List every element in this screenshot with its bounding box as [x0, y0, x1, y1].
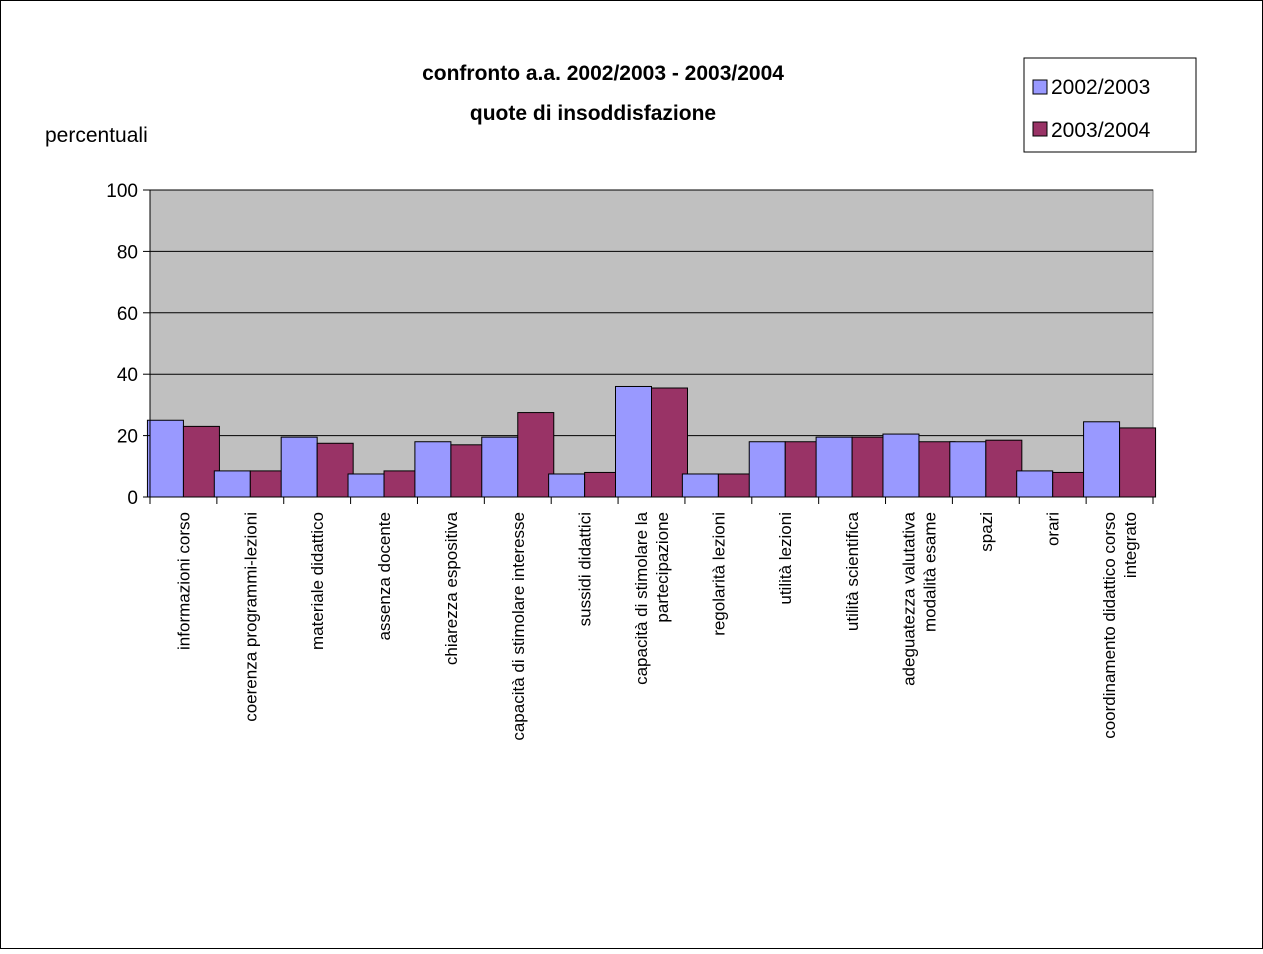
y-tick-label: 20: [117, 427, 138, 448]
category-label: informazioni corso: [174, 512, 193, 650]
y-tick-label: 60: [117, 304, 138, 325]
legend-swatch-2002-2003: [1032, 79, 1048, 95]
chart-title-line-1: confronto a.a. 2002/2003 - 2003/2004: [422, 62, 784, 85]
category-label: sussidi didattici: [576, 512, 595, 626]
bar-2003-2004: [517, 412, 555, 498]
bars: [146, 385, 1157, 498]
category-label: capacità di stimolare la: [632, 511, 651, 684]
category-label: chiarezza espositiva: [442, 511, 461, 665]
category-label: partecipazione: [653, 512, 672, 623]
category-label: spazi: [977, 512, 996, 552]
category-label: integrato: [1121, 512, 1140, 578]
legend-swatch-2003-2004: [1032, 121, 1048, 137]
bar-2002-2003: [949, 441, 987, 498]
y-tick-label: 0: [127, 488, 138, 509]
bar-2003-2004: [784, 441, 822, 498]
category-labels: informazioni corso coerenza programmi-lez…: [174, 511, 1140, 740]
bar-2002-2003: [548, 473, 586, 498]
bar-2002-2003: [146, 419, 184, 498]
y-tick-label: 80: [117, 242, 138, 263]
category-label: materiale didattico: [308, 512, 327, 650]
bar-2002-2003: [882, 433, 920, 498]
legend-label-2002-2003: 2002/2003: [1051, 76, 1150, 99]
bar-2003-2004: [584, 471, 622, 498]
bar-2002-2003: [681, 473, 719, 498]
y-tick-label: 100: [106, 181, 138, 202]
bar-2002-2003: [1016, 470, 1054, 498]
category-label: adeguatezza valutativa: [899, 511, 918, 685]
bar-2002-2003: [280, 436, 318, 498]
category-label: modalità esame: [920, 512, 939, 632]
category-label: coordinamento didattico corso: [1100, 512, 1119, 739]
legend-label-2003-2004: 2003/2004: [1051, 119, 1151, 142]
bar-2002-2003: [414, 441, 452, 498]
bar-2003-2004: [249, 470, 287, 498]
axes: [143, 189, 1154, 504]
category-label: orari: [1044, 512, 1063, 546]
bar-2002-2003: [1083, 421, 1121, 498]
bar-2003-2004: [182, 425, 220, 498]
legend: 2002/2003 2003/2004: [1023, 57, 1197, 153]
bar-2002-2003: [748, 441, 786, 498]
y-tick-label: 40: [117, 365, 138, 386]
category-label: coerenza programmi-lezioni: [241, 512, 260, 722]
bar-2002-2003: [213, 470, 251, 498]
bar-2002-2003: [615, 385, 652, 498]
y-tick-labels: 0 20 40 60 80 100: [106, 181, 138, 509]
bar-2003-2004: [851, 436, 889, 498]
bar-2003-2004: [918, 441, 956, 498]
category-label: regolarità lezioni: [709, 512, 728, 636]
bar-2003-2004: [985, 439, 1023, 498]
chart-title-line-2: quote di insoddisfazione: [470, 102, 716, 125]
bar-2003-2004: [651, 387, 688, 498]
category-label: capacità di stimolare interesse: [509, 512, 528, 741]
bar-2003-2004: [316, 442, 354, 498]
bar-2002-2003: [815, 436, 853, 498]
legend-box: [1023, 57, 1197, 153]
category-label: utilità scientifica: [843, 511, 862, 631]
category-label: utilità lezioni: [776, 512, 795, 605]
bar-2003-2004: [1119, 427, 1157, 498]
bar-2002-2003: [347, 473, 385, 498]
category-label: assenza docente: [375, 512, 394, 641]
bar-2002-2003: [481, 436, 519, 498]
y-axis-label: percentuali: [45, 124, 148, 147]
